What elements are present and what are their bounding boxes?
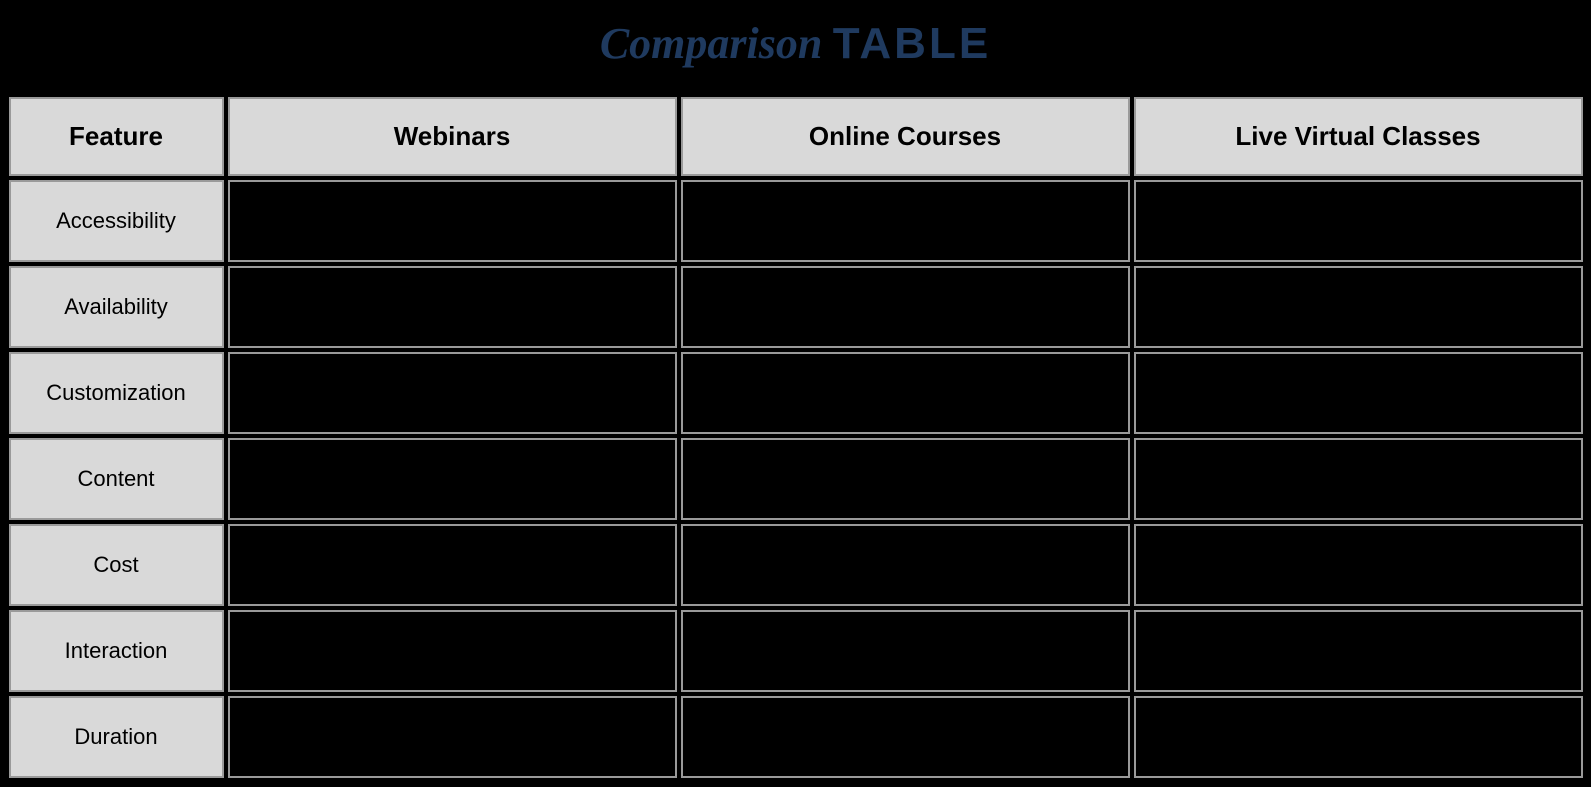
cell <box>228 180 677 262</box>
table-header-row: Feature Webinars Online Courses Live Vir… <box>9 97 1583 176</box>
cell <box>228 352 677 434</box>
col-header-live: Live Virtual Classes <box>1134 97 1583 176</box>
table-row: Accessibility <box>9 180 1583 262</box>
cell <box>681 352 1130 434</box>
cell <box>681 610 1130 692</box>
title-part-2: TABLE <box>833 19 991 68</box>
cell <box>228 610 677 692</box>
table-row: Availability <box>9 266 1583 348</box>
table-row: Interaction <box>9 610 1583 692</box>
cell <box>228 524 677 606</box>
cell <box>681 524 1130 606</box>
feature-label: Interaction <box>9 610 224 692</box>
col-header-courses: Online Courses <box>681 97 1130 176</box>
col-header-webinars: Webinars <box>228 97 677 176</box>
comparison-table: Feature Webinars Online Courses Live Vir… <box>5 93 1587 782</box>
cell <box>1134 266 1583 348</box>
cell <box>1134 610 1583 692</box>
cell <box>1134 180 1583 262</box>
cell <box>681 438 1130 520</box>
table-row: Content <box>9 438 1583 520</box>
table-row: Duration <box>9 696 1583 778</box>
col-header-feature: Feature <box>9 97 224 176</box>
cell <box>1134 524 1583 606</box>
title-part-1: Comparison <box>600 19 823 68</box>
feature-label: Content <box>9 438 224 520</box>
feature-label: Duration <box>9 696 224 778</box>
table-row: Customization <box>9 352 1583 434</box>
table-row: Cost <box>9 524 1583 606</box>
feature-label: Availability <box>9 266 224 348</box>
cell <box>1134 696 1583 778</box>
cell <box>1134 352 1583 434</box>
cell <box>228 266 677 348</box>
feature-label: Accessibility <box>9 180 224 262</box>
cell <box>681 266 1130 348</box>
feature-label: Customization <box>9 352 224 434</box>
page-title: Comparison TABLE <box>0 0 1591 93</box>
cell <box>1134 438 1583 520</box>
cell <box>228 438 677 520</box>
cell <box>681 180 1130 262</box>
cell <box>681 696 1130 778</box>
feature-label: Cost <box>9 524 224 606</box>
cell <box>228 696 677 778</box>
